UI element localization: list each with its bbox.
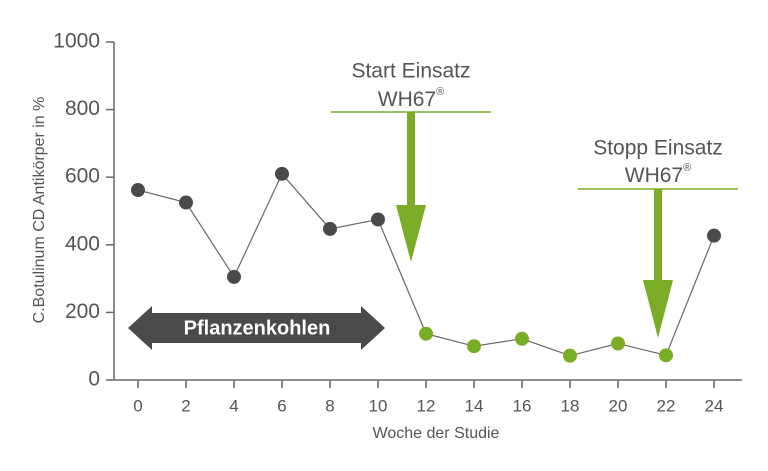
x-tick-label: 24 <box>705 396 724 415</box>
data-point <box>227 269 241 284</box>
x-tick-label: 18 <box>561 396 580 415</box>
y-axis-label: C.Botulinum CD Antikörper in % <box>31 97 48 324</box>
data-point <box>419 326 433 341</box>
data-point <box>611 336 625 351</box>
x-tick-label: 6 <box>277 396 286 415</box>
banner-text: Pflanzenkohlen <box>184 317 331 339</box>
data-point <box>179 195 193 210</box>
arrow-head <box>396 205 426 262</box>
arrow-head <box>643 280 673 338</box>
annotation-text: WH67® <box>625 162 691 187</box>
y-tick-label: 0 <box>88 368 100 391</box>
arrow-shaft <box>407 112 415 206</box>
annotation-mark: ® <box>436 86 444 98</box>
data-point <box>275 166 289 181</box>
x-tick-label: 12 <box>417 396 436 415</box>
x-tick-label: 2 <box>181 396 190 415</box>
annotation-text: WH67 <box>625 164 683 187</box>
data-point <box>659 348 673 363</box>
annotation-text: Stopp Einsatz <box>593 137 723 160</box>
x-tick-label: 4 <box>229 396 238 415</box>
y-tick-label: 800 <box>65 97 100 120</box>
data-point <box>707 228 721 243</box>
y-tick-label: 200 <box>65 300 100 323</box>
y-tick-label: 1000 <box>53 30 100 53</box>
stop-annotation: Stopp Einsatz WH67® <box>578 137 738 338</box>
start-annotation: Start Einsatz WH67® <box>331 60 491 262</box>
x-axis-label: Woche der Studie <box>373 425 500 442</box>
x-tick-label: 14 <box>465 396 484 415</box>
data-point <box>323 221 337 236</box>
banner: Pflanzenkohlen <box>128 306 385 350</box>
data-point <box>515 331 529 346</box>
annotation-text: Start Einsatz <box>351 60 470 83</box>
annotation-text: WH67® <box>378 86 444 111</box>
x-tick-label: 10 <box>369 396 388 415</box>
x-tick-label: 0 <box>133 396 142 415</box>
x-tick-label: 22 <box>657 396 676 415</box>
annotation-mark: ® <box>683 162 691 174</box>
arrow-shaft <box>654 189 662 281</box>
data-point <box>131 183 145 198</box>
data-point <box>563 348 577 363</box>
y-tick-label: 400 <box>65 232 100 255</box>
y-tick-label: 600 <box>65 165 100 188</box>
data-point <box>467 339 481 354</box>
x-tick-label: 16 <box>513 396 532 415</box>
banner-arrow <box>128 306 385 350</box>
data-point <box>371 212 385 227</box>
x-tick-label: 8 <box>325 396 334 415</box>
x-tick-label: 20 <box>609 396 628 415</box>
annotation-text: WH67 <box>378 88 436 111</box>
